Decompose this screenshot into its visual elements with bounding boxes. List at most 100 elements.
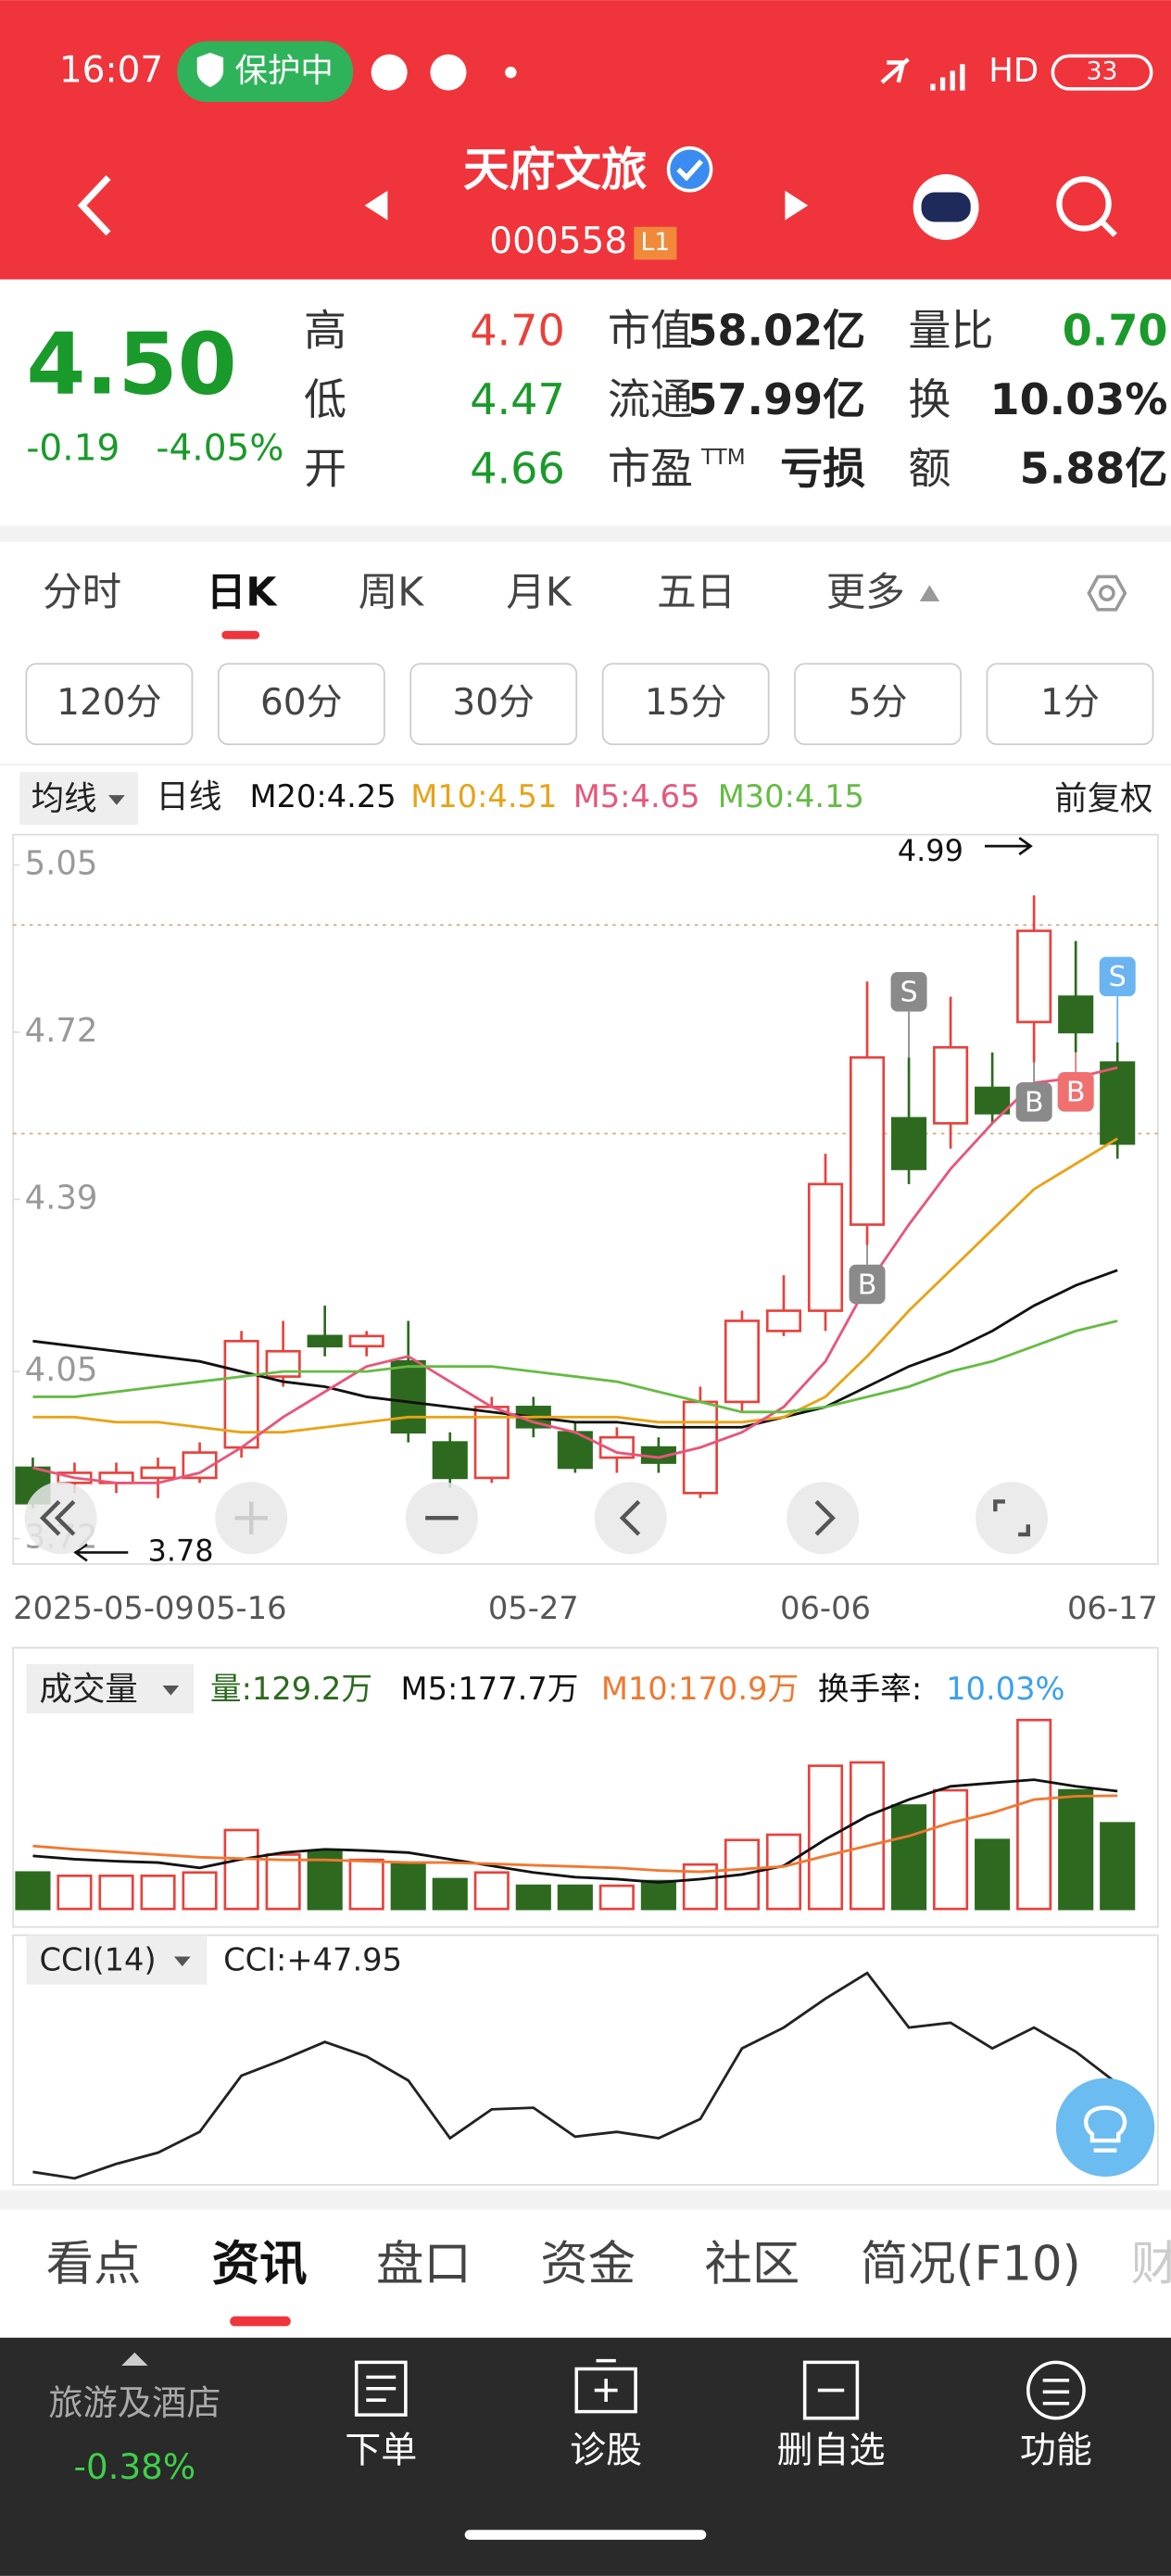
annotation-text: 4.99 xyxy=(898,833,963,868)
badge-text: 保护中 xyxy=(235,52,334,90)
search-handle xyxy=(1100,220,1117,237)
tips-button[interactable] xyxy=(1055,2077,1155,2178)
last-price: 4.50 xyxy=(26,313,236,413)
info-tab[interactable]: 盘口 xyxy=(376,2237,472,2292)
ma-line xyxy=(32,1320,1118,1414)
stat-value: 4.47 xyxy=(470,374,565,424)
info-tab[interactable]: 财 xyxy=(1131,2237,1171,2292)
stat-value: 57.99亿 xyxy=(687,374,865,424)
volume-bar xyxy=(473,1871,510,1911)
footer-button[interactable]: 删自选 xyxy=(777,2430,886,2471)
volume-panel xyxy=(12,1647,1159,1928)
chart-tab[interactable]: 月K xyxy=(506,570,573,615)
search-button[interactable] xyxy=(1056,176,1112,232)
period-label: 5分 xyxy=(849,682,908,724)
chart-tab[interactable]: 周K xyxy=(359,570,425,615)
volume-legend: 量:129.2万 xyxy=(210,1671,372,1707)
dropdown-arrow xyxy=(173,1956,191,1967)
x-tick-label: 2025-05-09 xyxy=(13,1590,195,1626)
ma-button-text: 均线 xyxy=(31,779,97,817)
back-button[interactable] xyxy=(77,175,111,236)
protect-badge[interactable] xyxy=(177,41,354,103)
volume-legend: M10:170.9万 xyxy=(601,1671,799,1707)
footer-button[interactable]: 诊股 xyxy=(570,2430,642,2471)
stat-label: 高 xyxy=(304,306,346,356)
volume-bar xyxy=(598,1884,635,1911)
chart-tab[interactable]: 五日 xyxy=(657,570,736,615)
nav-button[interactable] xyxy=(976,1482,1049,1555)
period-button[interactable] xyxy=(217,663,385,746)
chart-tab[interactable]: 分时 xyxy=(43,570,121,615)
footer-icon[interactable] xyxy=(574,2358,637,2414)
info-tab[interactable]: 社区 xyxy=(705,2237,800,2292)
period-button[interactable] xyxy=(601,663,770,746)
dropdown-arrow xyxy=(108,795,125,805)
chart-nav xyxy=(24,1482,1049,1555)
chart-tab[interactable]: 日K xyxy=(207,570,279,615)
period-button[interactable] xyxy=(409,663,578,746)
candle-body xyxy=(348,1334,384,1348)
adjust-mode[interactable]: 前复权 xyxy=(1054,779,1152,817)
candle-body xyxy=(933,1045,969,1125)
stat-value: 10.03% xyxy=(990,374,1168,424)
prev-stock[interactable] xyxy=(364,190,388,221)
candle-body xyxy=(807,1182,844,1312)
volume-bar xyxy=(182,1871,218,1911)
settings-button[interactable] xyxy=(1087,575,1127,612)
candle-body xyxy=(765,1309,802,1332)
volume-bar xyxy=(933,1788,969,1911)
footer-icon[interactable] xyxy=(1026,2360,1086,2420)
sector-name[interactable]: 旅游及酒店 xyxy=(48,2382,220,2423)
volume-legend: 10.03% xyxy=(946,1671,1064,1707)
cci-button[interactable] xyxy=(26,1935,208,1985)
dot-icon xyxy=(505,66,517,79)
footer-button[interactable]: 功能 xyxy=(1020,2430,1092,2471)
expand-arrow[interactable] xyxy=(121,2352,148,2366)
signal-label: B xyxy=(1025,1087,1044,1119)
footer-icon[interactable] xyxy=(354,2360,408,2417)
candle-body xyxy=(432,1441,468,1480)
chart-tabs: 分时 日K 周K 月K 五日 更多 xyxy=(43,570,940,615)
x-tick-label: 06-17 xyxy=(1067,1590,1158,1626)
period-label: 120分 xyxy=(57,682,161,724)
stat-label: 流通 xyxy=(608,374,693,424)
candle-body xyxy=(307,1334,343,1348)
period-label: 1分 xyxy=(1040,682,1100,724)
info-tab[interactable]: 资讯 xyxy=(212,2237,308,2292)
battery-level: 33 xyxy=(1087,57,1118,86)
footer-button[interactable]: 下单 xyxy=(345,2430,417,2471)
nav-button[interactable] xyxy=(594,1482,667,1555)
nav-button[interactable] xyxy=(787,1482,860,1555)
volume-bar xyxy=(640,1879,676,1911)
candle-body xyxy=(390,1359,426,1434)
pe-superscript: TTM xyxy=(700,446,746,470)
verified-check xyxy=(676,159,703,182)
ma-legend-item: M10:4.51 xyxy=(410,778,557,814)
volume-bar xyxy=(515,1884,551,1911)
volume-bar xyxy=(1058,1788,1094,1911)
footer-icon[interactable] xyxy=(802,2360,860,2420)
period-button[interactable] xyxy=(25,663,194,746)
info-tab[interactable]: 资金 xyxy=(540,2237,636,2292)
next-stock[interactable] xyxy=(785,190,809,221)
volume-bar xyxy=(223,1828,259,1911)
signal-label: S xyxy=(1109,961,1127,993)
info-tab[interactable]: 看点 xyxy=(46,2237,142,2292)
divider xyxy=(0,764,1171,766)
volume-bar xyxy=(1100,1822,1136,1911)
app-icon xyxy=(430,54,467,91)
stat-value: 亏损 xyxy=(780,443,865,493)
assistant-face xyxy=(921,192,971,222)
price-change-pct: -4.05% xyxy=(156,427,283,469)
signal-label: B xyxy=(858,1269,877,1301)
nav-button[interactable] xyxy=(24,1482,97,1555)
chart-tab[interactable]: 更多 xyxy=(826,570,905,615)
info-tab[interactable]: 简况(F10) xyxy=(861,2237,1081,2292)
period-button[interactable] xyxy=(794,663,962,746)
period-button[interactable] xyxy=(986,663,1154,746)
volume-legend: M5:177.7万 xyxy=(401,1671,579,1707)
period-label: 60分 xyxy=(260,682,343,724)
x-tick-label: 06-06 xyxy=(780,1590,871,1626)
volume-ma-line xyxy=(32,1794,1118,1874)
